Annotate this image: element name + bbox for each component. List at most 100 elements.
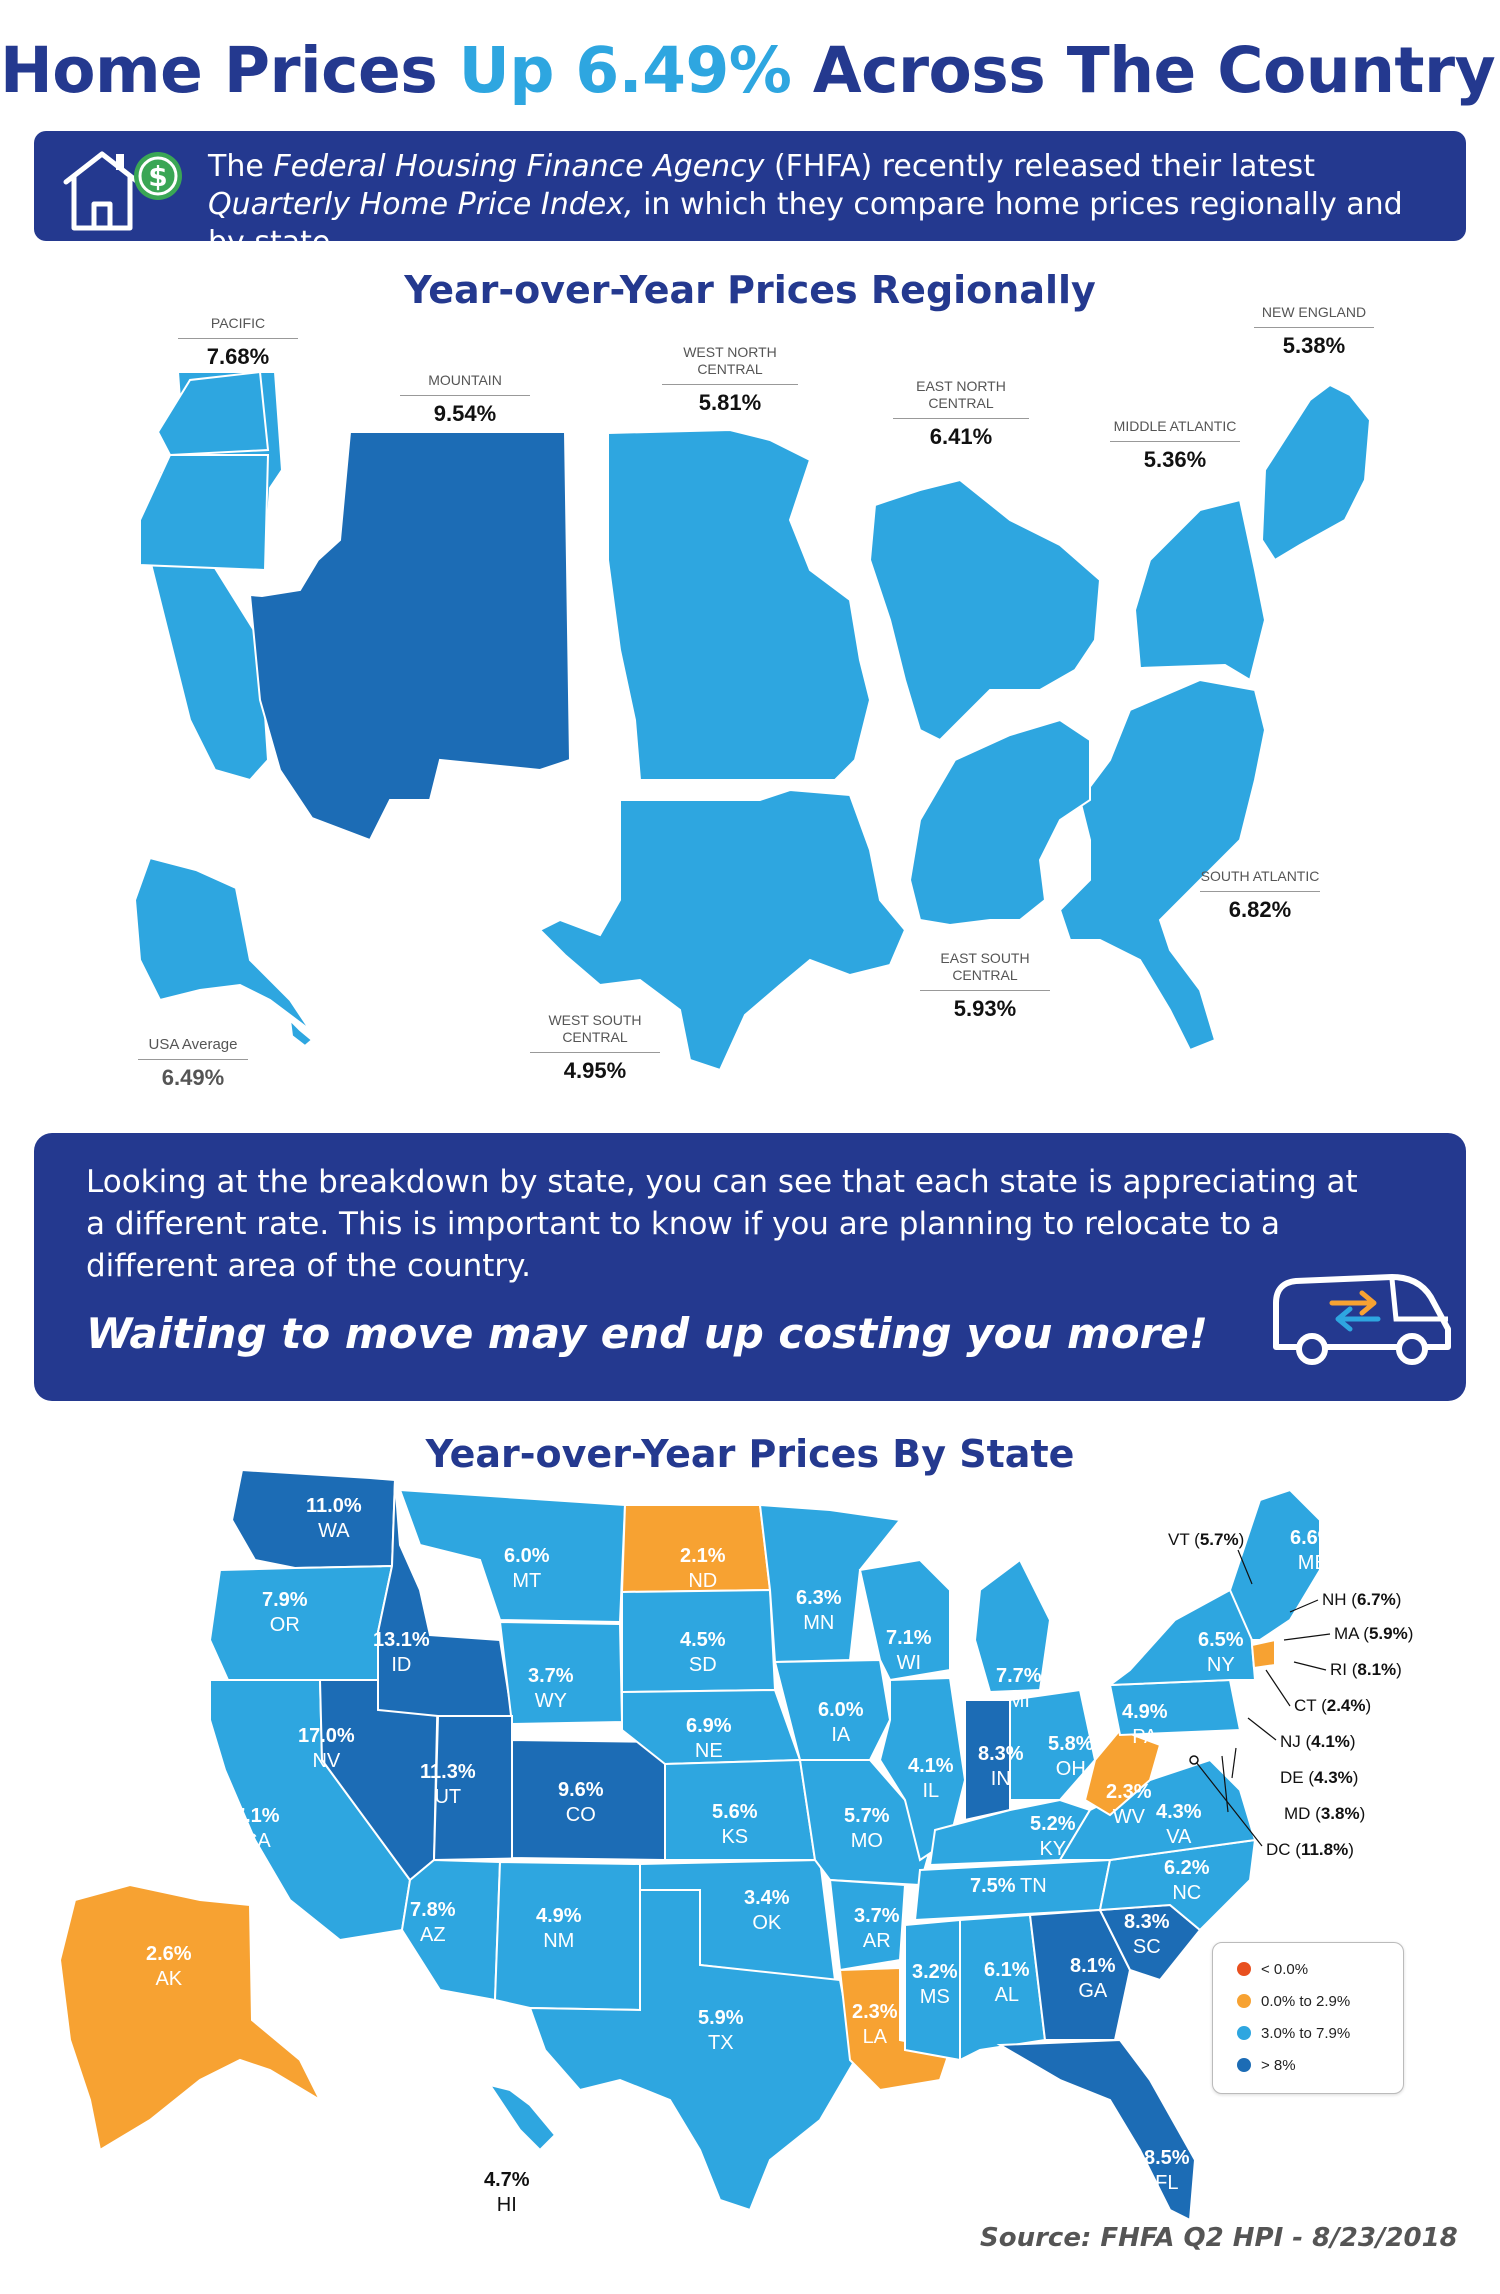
region-label-middle-atlantic: MIDDLE ATLANTIC 5.36% — [1110, 418, 1240, 473]
state-label-al: 6.1% AL — [984, 1959, 1030, 2006]
callout-dc: DC (11.8%) — [1266, 1840, 1354, 1859]
state-ia-shape — [773, 1658, 892, 1761]
legend-item: 3.0% to 7.9% — [1237, 2025, 1350, 2047]
state-label-ak: 2.6% AK — [146, 1943, 192, 1990]
state-label-ks: 5.6% KS — [712, 1801, 758, 1848]
legend-item: < 0.0% — [1237, 1961, 1308, 1983]
title-part1: Home Prices — [0, 34, 459, 107]
region-new-england-shape — [1260, 383, 1372, 562]
legend-item: 0.0% to 2.9% — [1237, 1993, 1350, 2015]
legend-swatch — [1237, 1994, 1251, 2008]
state-label-mo: 5.7% MO — [844, 1805, 890, 1852]
state-label-la: 2.3% LA — [852, 2001, 898, 2048]
state-fl-shape — [996, 2038, 1197, 2222]
regional-section-title: Year-over-Year Prices Regionally — [404, 268, 1096, 312]
state-label-ok: 3.4% OK — [744, 1887, 790, 1934]
state-label-fl: 8.5% FL — [1144, 2147, 1190, 2194]
state-label-nc: 6.2% NC — [1164, 1857, 1210, 1904]
state-label-in: 8.3% IN — [978, 1743, 1024, 1790]
state-label-nv: 17.0% NV — [298, 1725, 355, 1772]
state-label-ia: 6.0% IA — [818, 1699, 864, 1746]
state-section-title: Year-over-Year Prices By State — [425, 1432, 1075, 1476]
region-label-mountain: MOUNTAIN 9.54% — [400, 372, 530, 427]
svg-text:$: $ — [148, 160, 167, 193]
state-label-tn: 7.5% TN — [970, 1875, 1047, 1897]
callout-ct: CT (2.4%) — [1294, 1696, 1372, 1715]
legend-swatch — [1237, 2026, 1251, 2040]
title-part2: Across The Country! — [791, 34, 1500, 107]
state-label-nd: 2.1% ND — [680, 1545, 726, 1592]
state-label-sc: 8.3% SC — [1124, 1911, 1170, 1958]
state-label-sd: 4.5% SD — [680, 1629, 726, 1676]
source-citation: Source: FHFA Q2 HPI - 8/23/2018 — [980, 2223, 1458, 2253]
house-dollar-icon: $ — [63, 151, 182, 231]
callout-ri: RI (8.1%) — [1330, 1660, 1402, 1679]
state-oh-shape — [1009, 1688, 1097, 1801]
region-pacific-wa-shape — [156, 370, 270, 457]
index-name: Quarterly Home Price Index, — [208, 187, 634, 222]
state-label-hi: 4.7% HI — [484, 2169, 530, 2216]
region-alaska-shape — [133, 856, 311, 1031]
state-wi-shape — [858, 1558, 951, 1682]
usa-average-label: USA Average 6.49% — [138, 1036, 248, 1091]
state-label-ar: 3.7% AR — [854, 1905, 900, 1952]
region-label-east-north-central: EAST NORTH CENTRAL 6.41% — [893, 378, 1029, 450]
legend-swatch — [1237, 2058, 1251, 2072]
state-label-az: 7.8% AZ — [410, 1899, 456, 1946]
region-label-pacific: PACIFIC 7.68% — [178, 315, 298, 370]
state-ar-shape — [828, 1878, 907, 1972]
region-label-west-south-central: WEST SOUTH CENTRAL 4.95% — [530, 1012, 660, 1084]
region-south-atlantic-shape — [1058, 678, 1267, 1052]
state-mi-shape — [973, 1558, 1052, 1694]
state-mn-shape — [758, 1503, 902, 1664]
state-label-wy: 3.7% WY — [528, 1665, 574, 1712]
state-il-shape — [878, 1676, 967, 1862]
state-label-mn: 6.3% MN — [796, 1587, 842, 1634]
state-label-or: 7.9% OR — [262, 1589, 308, 1636]
region-west-south-central-shape — [538, 788, 907, 1072]
page-title: Home Prices Up 6.49% Across The Country! — [0, 34, 1500, 107]
region-label-west-north-central: WEST NORTH CENTRAL 5.81% — [662, 344, 798, 416]
intro-banner: $ The Federal Housing Finance Agency (FH… — [34, 131, 1466, 260]
state-tx-shape — [528, 1889, 857, 2212]
state-la-shape — [838, 1966, 952, 2092]
region-hawaii-shape — [288, 1017, 314, 1048]
region-label-new-england: NEW ENGLAND 5.38% — [1254, 304, 1374, 359]
relocation-call-to-action: Waiting to move may end up costing you m… — [86, 1309, 1208, 1358]
state-ga-shape — [1028, 1908, 1132, 2041]
state-label-wi: 7.1% WI — [886, 1627, 932, 1674]
state-label-nm: 4.9% NM — [536, 1905, 582, 1952]
state-label-me: 6.6% ME — [1290, 1527, 1336, 1574]
region-west-north-central-shape — [607, 428, 872, 781]
relocation-banner: Looking at the breakdown by state, you c… — [34, 1133, 1466, 1401]
state-label-oh: 5.8% OH — [1048, 1733, 1094, 1780]
state-ct-shape — [1250, 1638, 1276, 1670]
region-label-south-atlantic: SOUTH ATLANTIC 6.82% — [1200, 868, 1320, 922]
callout-nh: NH (6.7%) — [1322, 1590, 1402, 1609]
callout-ma: MA (5.9%) — [1334, 1624, 1414, 1643]
state-label-mt: 6.0% MT — [504, 1545, 550, 1592]
callout-de: DE (4.3%) — [1280, 1768, 1359, 1787]
state-label-ca: 7.1% CA — [234, 1805, 280, 1852]
relocation-text: Looking at the breakdown by state, you c… — [86, 1164, 1358, 1284]
region-label-east-south-central: EAST SOUTH CENTRAL 5.93% — [920, 950, 1050, 1022]
state-ak-shape — [58, 1883, 323, 2152]
callout-nj: NJ (4.1%) — [1280, 1732, 1356, 1751]
state-mo-shape — [798, 1759, 932, 1887]
state-label-il: 4.1% IL — [908, 1755, 954, 1802]
region-east-north-central-shape — [868, 478, 1102, 742]
map-legend: < 0.0% 0.0% to 2.9% 3.0% to 7.9% > 8% — [1212, 1942, 1404, 2094]
callout-vt: VT (5.7%) — [1168, 1530, 1245, 1549]
state-label-co: 9.6% CO — [558, 1779, 604, 1826]
state-label-ny: 6.5% NY — [1198, 1629, 1244, 1676]
intro-text: The Federal Housing Finance Agency (FHFA… — [208, 149, 1403, 260]
state-label-ut: 11.3% UT — [420, 1761, 476, 1808]
regional-map — [133, 370, 1372, 1072]
state-label-ga: 8.1% GA — [1070, 1955, 1116, 2002]
state-label-wa: 11.0% WA — [306, 1495, 362, 1542]
state-label-va: 4.3% VA — [1156, 1801, 1202, 1848]
callout-md: MD (3.8%) — [1284, 1804, 1366, 1823]
legend-swatch — [1237, 1962, 1251, 1976]
state-hi-shape — [487, 2083, 557, 2152]
